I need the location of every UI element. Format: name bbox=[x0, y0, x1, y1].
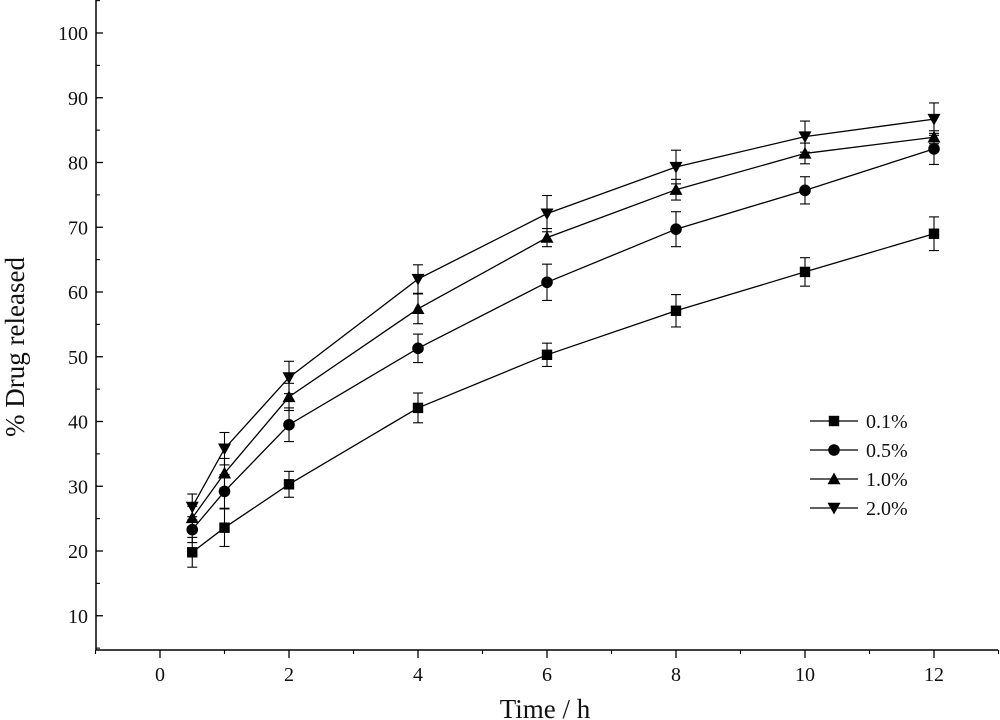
data-point bbox=[670, 305, 682, 316]
x-tick-label: 12 bbox=[924, 664, 944, 686]
y-tick-label: 90 bbox=[68, 88, 88, 110]
y-axis-title: % Drug released bbox=[0, 257, 30, 437]
data-point bbox=[218, 466, 231, 479]
x-tick-label: 0 bbox=[155, 664, 165, 686]
y-tick-label: 80 bbox=[68, 153, 88, 175]
data-point bbox=[283, 479, 295, 490]
legend-item: 1.0% bbox=[810, 469, 908, 491]
series-0.5% bbox=[186, 132, 940, 544]
x-tick-label: 4 bbox=[413, 664, 423, 686]
y-tick-label: 60 bbox=[68, 282, 88, 304]
series-line bbox=[191, 148, 935, 531]
legend-label: 2.0% bbox=[866, 498, 908, 520]
data-point bbox=[219, 522, 230, 533]
legend-marker bbox=[827, 502, 841, 515]
data-point bbox=[412, 342, 424, 355]
data-point bbox=[540, 231, 554, 243]
legend-item: 0.5% bbox=[810, 440, 908, 462]
data-point bbox=[928, 228, 940, 239]
y-tick-label: 10 bbox=[68, 606, 88, 628]
legend-marker bbox=[828, 415, 840, 427]
data-point bbox=[218, 443, 231, 456]
data-point bbox=[669, 183, 683, 195]
legend: 0.1% 0.5% 1.0% 2.0% bbox=[810, 411, 908, 520]
data-point bbox=[541, 349, 553, 361]
y-tick-label: 20 bbox=[68, 541, 88, 563]
data-point bbox=[798, 146, 812, 159]
legend-marker bbox=[828, 444, 840, 456]
data-point bbox=[283, 418, 295, 431]
y-tick-label: 30 bbox=[68, 476, 88, 498]
y-tick-label: 70 bbox=[68, 217, 88, 239]
data-point bbox=[928, 143, 940, 155]
series-0.1% bbox=[187, 216, 940, 568]
x-axis-title: Time / h bbox=[500, 694, 591, 720]
series-2.0% bbox=[185, 102, 941, 521]
data-point bbox=[412, 402, 424, 414]
legend-item: 0.1% bbox=[810, 411, 908, 433]
series-line bbox=[191, 118, 935, 508]
legend-marker bbox=[827, 472, 841, 485]
axes: 10 20 30 40 50 60 70 80 90 100 0 2 4 6 8 10 12 bbox=[58, 0, 1000, 686]
legend-label: 0.5% bbox=[866, 440, 908, 462]
legend-label: 1.0% bbox=[866, 469, 908, 491]
plot-area bbox=[185, 102, 941, 568]
x-tick-label: 10 bbox=[795, 664, 815, 686]
x-tick-label: 2 bbox=[284, 664, 294, 686]
x-tick-label: 8 bbox=[671, 664, 681, 686]
data-point bbox=[799, 184, 811, 197]
data-point bbox=[670, 223, 682, 235]
series-line bbox=[191, 136, 935, 519]
data-point bbox=[187, 547, 198, 558]
x-tick-label: 6 bbox=[542, 664, 552, 686]
data-point bbox=[541, 276, 553, 289]
data-point bbox=[282, 390, 296, 403]
legend-item: 2.0% bbox=[810, 498, 908, 520]
data-point bbox=[411, 273, 425, 286]
data-point bbox=[185, 501, 199, 514]
data-point bbox=[927, 113, 941, 126]
legend-label: 0.1% bbox=[866, 411, 908, 433]
data-point bbox=[669, 161, 683, 174]
series-line bbox=[191, 233, 935, 553]
series-1.0% bbox=[185, 130, 941, 531]
data-point bbox=[282, 372, 296, 384]
data-point bbox=[799, 266, 811, 278]
y-tick-label: 40 bbox=[68, 412, 88, 434]
data-point bbox=[927, 130, 941, 143]
data-point bbox=[540, 208, 554, 221]
y-tick-label: 100 bbox=[58, 23, 88, 45]
data-point bbox=[798, 131, 812, 144]
y-tick-label: 50 bbox=[68, 347, 88, 369]
data-point bbox=[411, 302, 425, 315]
